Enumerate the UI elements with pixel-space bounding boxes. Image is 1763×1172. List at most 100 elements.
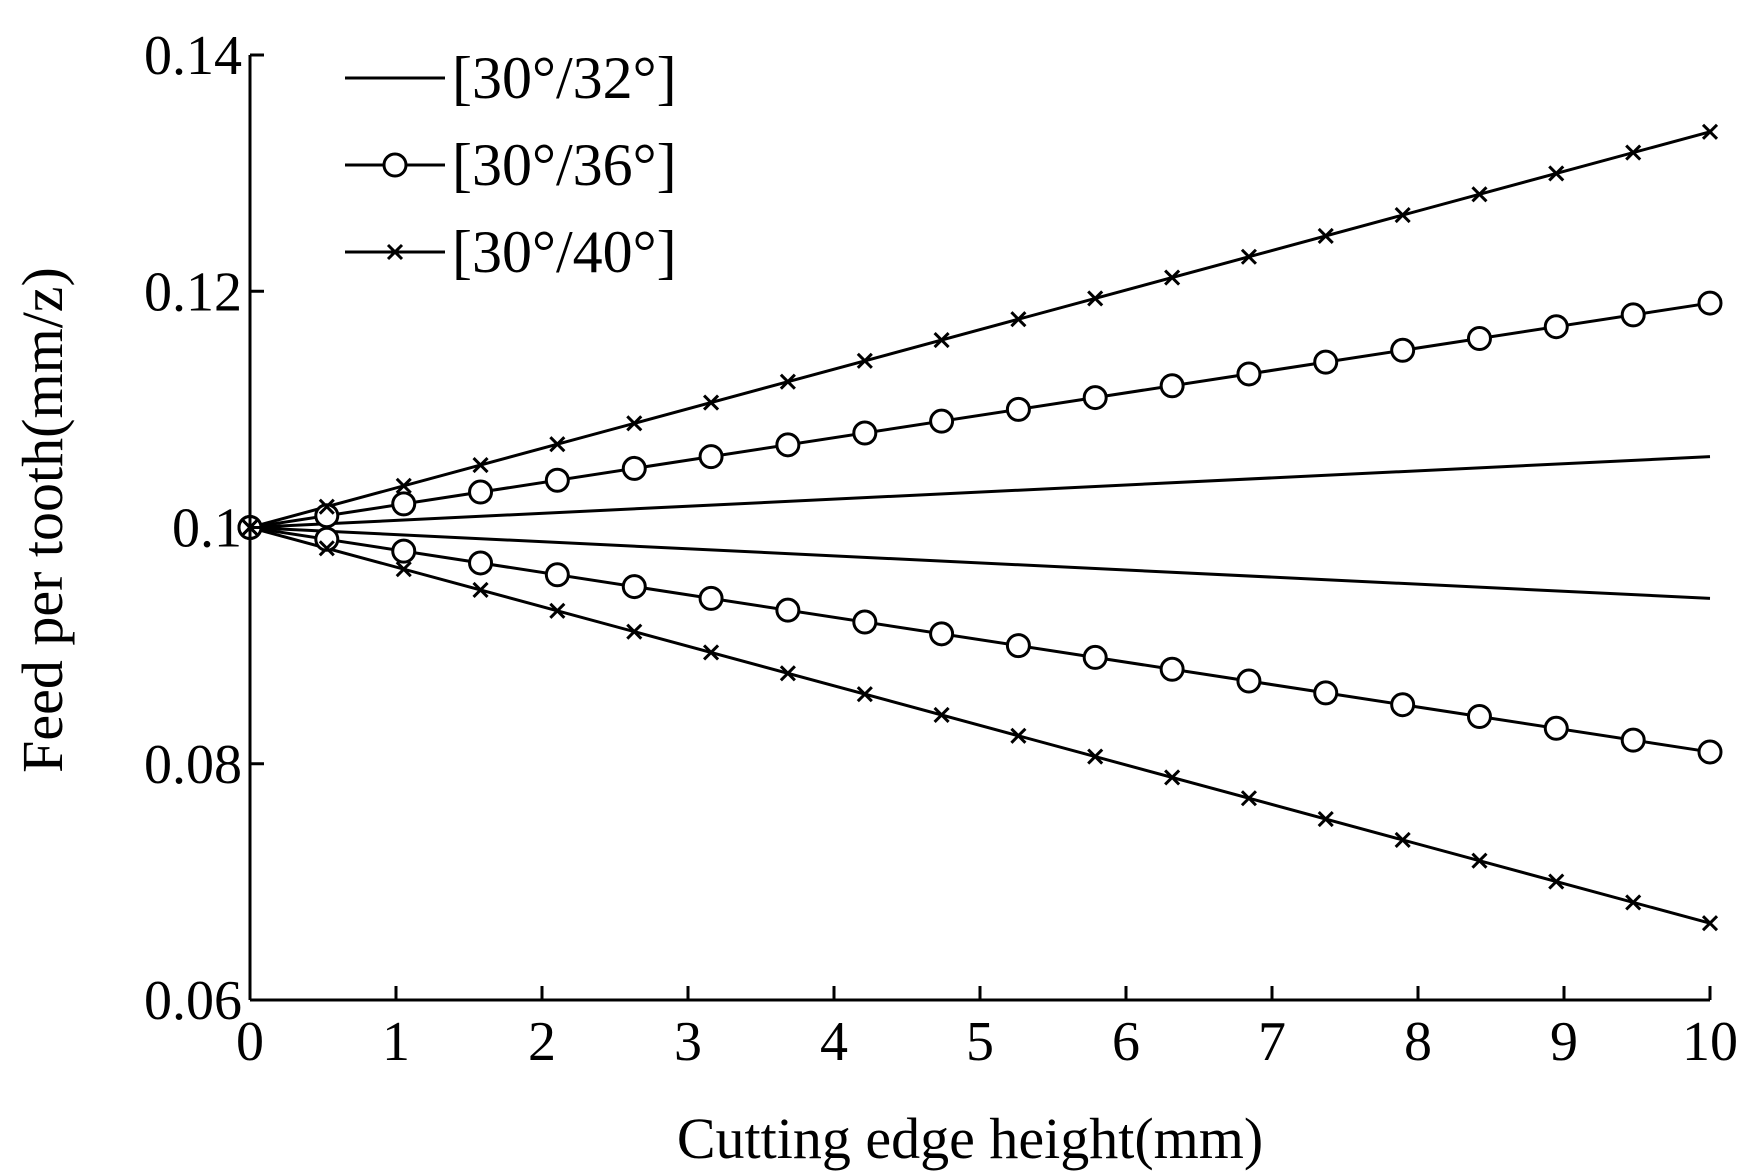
series-2-upper-point: [852, 420, 878, 446]
series-3-lower-point: [549, 602, 566, 619]
legend-entry: [30°/40°]: [345, 219, 677, 285]
legend-marker: [382, 152, 408, 178]
plot-markers: [237, 123, 1723, 932]
series-3-upper-point: [779, 373, 796, 390]
series-2-lower-point: [1082, 644, 1108, 670]
x-tick-label: 6: [1112, 1011, 1140, 1073]
y-tick-label: 0.12: [144, 261, 242, 323]
series-3-upper-point: [1625, 144, 1642, 161]
y-ticks: 0.06 0.08 0.1 0.12 0.14: [144, 25, 264, 1032]
series-3-upper-point: [1010, 311, 1027, 328]
series-3-upper-point: [1317, 227, 1334, 244]
series-3-lower-point: [856, 686, 873, 703]
legend-label: [30°/36°]: [452, 132, 677, 198]
x-tick-label: 9: [1550, 1011, 1578, 1073]
series-3-lower-point: [626, 623, 643, 640]
series-3-upper-point: [1087, 290, 1104, 307]
series-2-lower-point: [1005, 633, 1031, 659]
series-2-lower-point: [391, 538, 417, 564]
series-2-upper-point: [1697, 290, 1723, 316]
series-3-upper-line: [249, 130, 1711, 529]
series-3-upper-point: [1394, 207, 1411, 224]
y-tick-label: 0.08: [144, 734, 242, 796]
series-2-lower-point: [1620, 727, 1646, 753]
series-3-lower-point: [1625, 894, 1642, 911]
x-tick-label: 1: [382, 1011, 410, 1073]
legend-label: [30°/32°]: [452, 45, 677, 111]
series-2-lower-point: [1543, 715, 1569, 741]
series-2-upper-point: [698, 444, 724, 470]
x-tick-label: 7: [1258, 1011, 1286, 1073]
legend-marker: [386, 243, 404, 261]
series-2-upper-point: [1005, 396, 1031, 422]
series-3-upper-point: [318, 498, 335, 515]
series-2-upper-point: [775, 432, 801, 458]
x-tick-label: 5: [966, 1011, 994, 1073]
series-2-lower-point: [621, 574, 647, 600]
series-3-lower-line: [249, 526, 1711, 925]
series-3-lower-point: [703, 644, 720, 661]
series-2-lower-point: [775, 597, 801, 623]
series-2-lower-point: [1390, 692, 1416, 718]
x-tick-label: 4: [820, 1011, 848, 1073]
series-2-lower-point: [1466, 703, 1492, 729]
x-tick-label: 10: [1682, 1011, 1738, 1073]
series-2-upper-point: [1466, 326, 1492, 352]
series-2-lower-point: [698, 585, 724, 611]
series-3-upper-point: [395, 477, 412, 494]
series-3-lower-point: [779, 665, 796, 682]
series-3-upper-point: [1701, 123, 1719, 140]
series-2-upper-point: [544, 467, 570, 493]
series-3-upper-point: [703, 394, 720, 411]
series-2-upper-point: [391, 491, 417, 517]
y-tick-label: 0.1: [172, 498, 242, 560]
series-2-lower-line: [249, 526, 1711, 754]
series-3-lower-point: [1010, 727, 1027, 744]
y-axis-title: Feed per tooth(mm/z): [10, 267, 75, 773]
x-axis-title: Cutting edge height(mm): [677, 1106, 1263, 1171]
legend-entry: [30°/32°]: [345, 45, 677, 111]
series-2-lower-point: [1159, 656, 1185, 682]
series-2-upper-point: [1159, 373, 1185, 399]
series-2-upper-point: [1313, 349, 1339, 375]
series-3-upper-point: [1164, 269, 1181, 286]
series-1-upper-line: [249, 455, 1711, 529]
x-tick-label: 2: [528, 1011, 556, 1073]
series-3-upper-point: [1548, 165, 1565, 182]
series-2-upper-line: [249, 301, 1711, 529]
series-1-lower-line: [249, 526, 1711, 600]
series-3-lower-point: [1317, 811, 1334, 828]
series-2-lower-point: [1236, 668, 1262, 694]
series-2-lower-point: [1313, 680, 1339, 706]
series-3-lower-point: [1164, 769, 1181, 786]
series-3-lower-point: [933, 706, 950, 724]
plot-lines: [249, 130, 1711, 925]
series-3-upper-point: [549, 436, 566, 453]
y-tick-label: 0.14: [144, 25, 242, 87]
series-2-lower-point: [544, 562, 570, 588]
legend-entry: [30°/36°]: [345, 132, 677, 198]
series-3-upper-point: [626, 415, 643, 432]
legend-label: [30°/40°]: [452, 219, 677, 285]
x-ticks: 0 1 2 3 4 5 6 7 8 9 10: [236, 986, 1738, 1073]
series-3-upper-point: [472, 456, 489, 474]
series-2-upper-point: [1390, 337, 1416, 363]
series-3-lower-point: [395, 561, 412, 578]
series-3-upper-point: [933, 331, 950, 349]
series-2-lower-point: [929, 621, 955, 647]
series-3-lower-point: [472, 581, 489, 599]
x-tick-label: 0: [236, 1011, 264, 1073]
series-2-upper-point: [1620, 302, 1646, 328]
series-3-lower-point: [1471, 852, 1488, 869]
series-3-lower-point: [318, 540, 335, 557]
series-3-lower-point: [1240, 790, 1257, 807]
series-3-upper-point: [1240, 248, 1257, 265]
series-3-lower-point: [1701, 915, 1719, 932]
series-2-upper-point: [1082, 385, 1108, 411]
series-2-upper-point: [929, 408, 955, 434]
x-tick-label: 8: [1404, 1011, 1432, 1073]
series-3-lower-point: [1087, 748, 1104, 765]
series-3-upper-point: [1471, 186, 1488, 203]
series-2-lower-point: [852, 609, 878, 635]
